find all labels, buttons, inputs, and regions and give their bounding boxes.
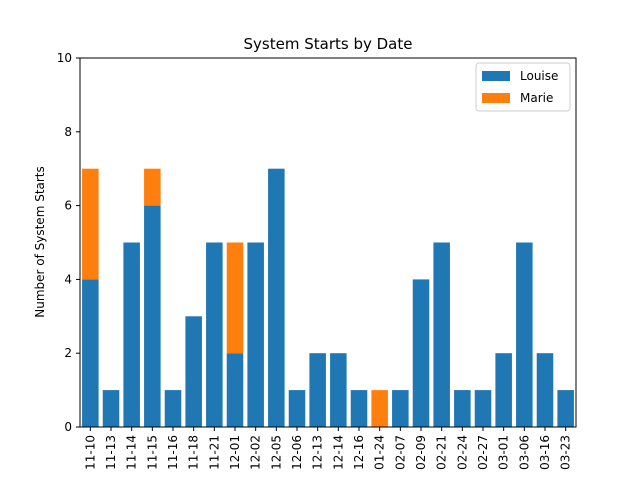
x-tick-label: 11-18 [187,435,201,470]
x-tick-label: 02-07 [393,435,407,470]
bar-louise-03-16 [536,353,554,427]
bar-marie-01-24 [371,390,388,427]
legend: Louise Marie [475,62,571,112]
x-tick-label: 02-24 [455,435,469,470]
x-tick-label: 12-02 [249,435,263,470]
bar-louise-11-18 [185,316,202,427]
bar-louise-03-23 [557,390,574,427]
x-tick-label: 11-16 [166,435,180,470]
y-tick-label: 6 [64,199,72,213]
chart-title: System Starts by Date [244,35,413,53]
x-tick-label: 11-13 [104,435,118,470]
axes-group: 0 2 4 6 8 10 11-10 11-13 11-14 11-15 11-16 11-18 11-… [57,51,577,470]
bar-marie-12-01 [226,242,244,354]
x-tick-label: 12-13 [311,435,325,470]
bar-louise-03-06 [516,242,533,427]
x-tick-label: 03-23 [559,435,573,470]
bar-louise-12-16 [350,390,368,427]
x-tick-label: 01-24 [373,435,387,470]
bar-louise-11-10 [82,279,99,427]
bar-louise-11-16 [164,390,182,427]
bars-group [82,168,574,427]
x-tick-label: 12-16 [352,435,366,470]
bar-louise-02-21 [433,242,450,427]
bar-louise-11-15 [144,205,161,427]
legend-swatch-louise [482,71,510,81]
y-tick-label: 2 [64,346,72,360]
y-tick-label: 8 [64,125,72,139]
legend-label-marie: Marie [520,91,553,105]
bar-louise-12-13 [309,353,326,427]
bar-louise-02-09 [412,279,430,427]
x-tick-label: 12-14 [331,435,345,470]
bar-louise-11-21 [206,242,223,427]
x-tick-label: 02-27 [476,435,490,470]
bar-marie-11-15 [144,168,161,206]
bar-louise-12-05 [268,168,285,427]
bar-louise-11-14 [123,242,140,427]
y-tick-label: 10 [57,51,72,65]
x-tick-label: 03-16 [538,435,552,470]
y-tick-label: 4 [64,272,72,286]
bar-louise-11-13 [102,390,120,427]
x-tick-label: 11-15 [145,435,159,470]
bar-louise-12-06 [288,390,306,427]
x-tick-label: 11-10 [83,435,97,470]
y-axis-label: Number of System Starts [33,166,47,318]
bar-louise-02-27 [474,390,492,427]
bar-louise-12-01 [226,353,244,427]
x-tick-label: 02-09 [414,435,428,470]
x-tick-label: 03-01 [497,435,511,470]
x-tick-label: 12-06 [290,435,304,470]
bar-louise-02-24 [454,390,471,427]
x-tick-label: 12-01 [228,435,242,470]
legend-label-louise: Louise [520,69,558,83]
x-tick-label: 02-21 [435,435,449,470]
bar-marie-11-10 [82,168,99,280]
bar-louise-12-02 [247,242,264,427]
bar-louise-02-07 [392,390,409,427]
legend-swatch-marie [482,93,510,103]
x-tick-label: 11-21 [207,435,221,470]
bar-louise-12-14 [330,353,347,427]
x-tick-label: 12-05 [269,435,283,470]
x-tick-label: 11-14 [125,435,139,470]
x-tick-label: 03-06 [517,435,531,470]
plot-frame [79,57,577,428]
bar-louise-03-01 [495,353,512,427]
y-tick-label: 0 [64,420,72,434]
